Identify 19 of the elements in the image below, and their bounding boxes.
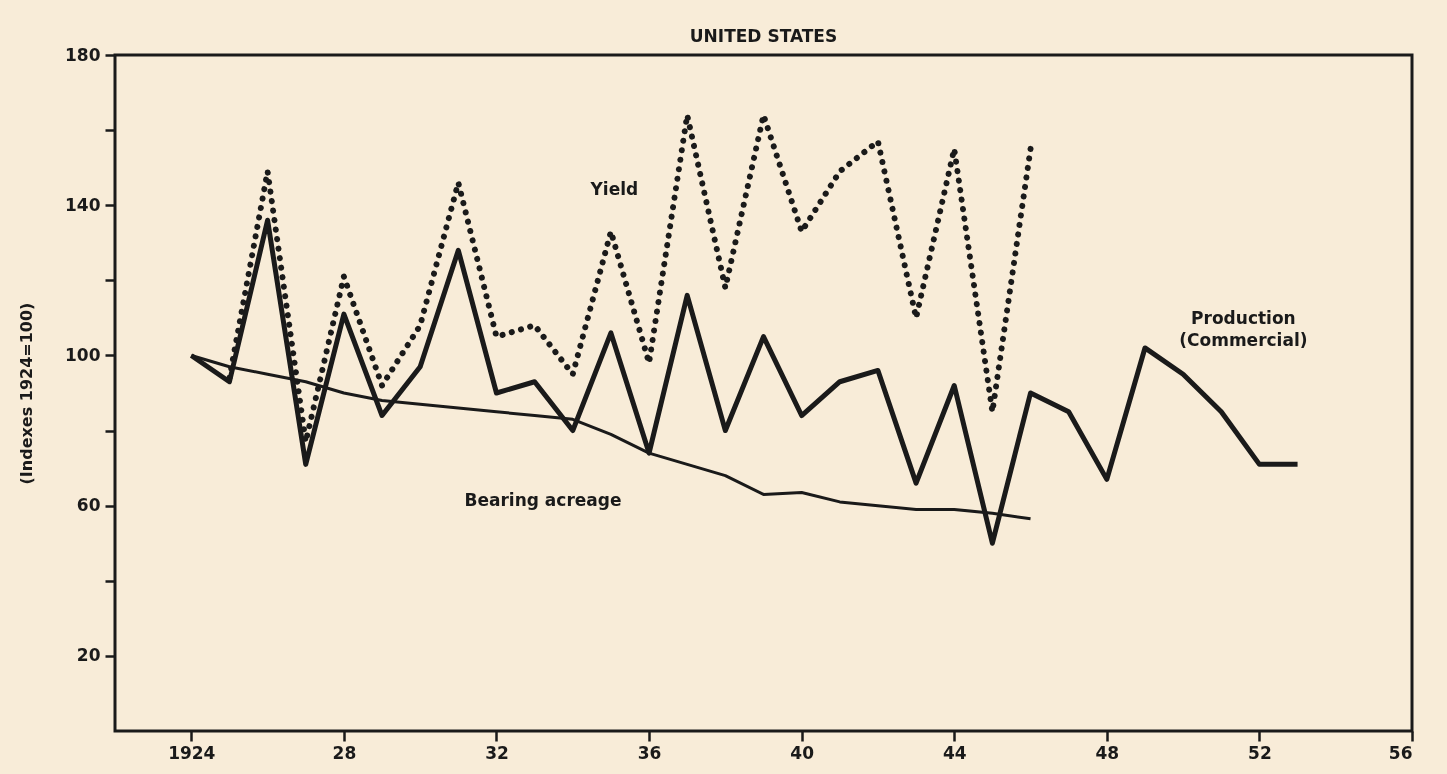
y-tick-label: 140 xyxy=(65,194,101,215)
y-tick-label: 180 xyxy=(65,44,101,65)
y-tick-label: 100 xyxy=(65,344,101,365)
annotation: Yield xyxy=(589,179,639,200)
y-tick-label: 20 xyxy=(76,645,101,666)
annotation: Production (Commercial) xyxy=(1179,307,1308,350)
y-tick-label: 60 xyxy=(76,495,101,516)
x-tick-label: 28 xyxy=(332,742,357,763)
x-tick-label: 48 xyxy=(1095,742,1120,763)
y-axis-title: (Indexes 1924=100) xyxy=(17,302,37,485)
x-tick-label: 36 xyxy=(637,742,662,763)
x-tick-label: 52 xyxy=(1248,742,1272,763)
chart-title: UNITED STATES xyxy=(689,26,838,46)
annotation: Bearing acreage xyxy=(464,490,622,511)
x-tick-label: 32 xyxy=(485,742,509,763)
x-tick-label: 1924 xyxy=(168,742,216,763)
x-tick-label: 56 xyxy=(1388,742,1413,763)
x-tick-label: 44 xyxy=(942,742,967,763)
x-tick-label: 40 xyxy=(790,742,815,763)
